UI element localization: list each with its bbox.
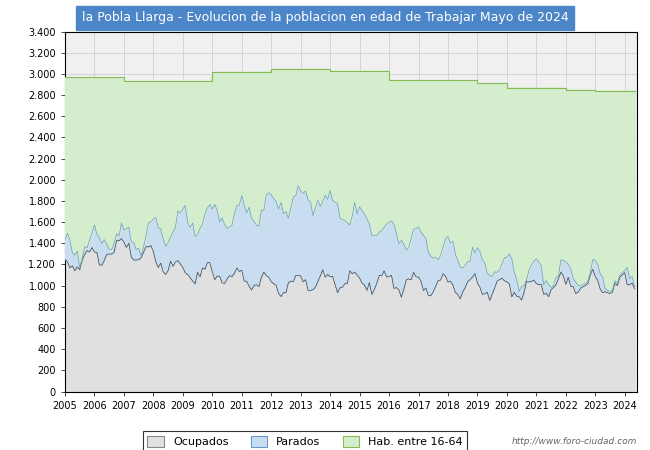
Text: http://www.foro-ciudad.com: http://www.foro-ciudad.com	[512, 436, 637, 446]
Legend: Ocupados, Parados, Hab. entre 16-64: Ocupados, Parados, Hab. entre 16-64	[143, 431, 467, 450]
Text: la Pobla Llarga - Evolucion de la poblacion en edad de Trabajar Mayo de 2024: la Pobla Llarga - Evolucion de la poblac…	[82, 11, 568, 24]
